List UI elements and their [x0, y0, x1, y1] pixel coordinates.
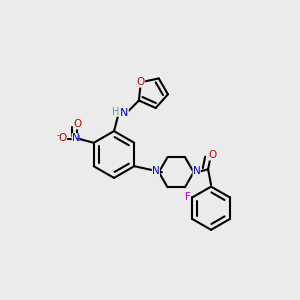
- Text: O: O: [137, 77, 145, 87]
- Text: O: O: [73, 119, 81, 129]
- Text: +: +: [76, 134, 82, 143]
- Text: H: H: [112, 106, 120, 117]
- Text: O: O: [58, 133, 66, 143]
- Text: N: N: [152, 166, 160, 176]
- Text: N: N: [120, 108, 129, 118]
- Text: F: F: [184, 192, 190, 203]
- Text: N: N: [193, 166, 200, 176]
- Text: -: -: [56, 131, 60, 140]
- Text: N: N: [72, 133, 80, 143]
- Text: O: O: [209, 150, 217, 161]
